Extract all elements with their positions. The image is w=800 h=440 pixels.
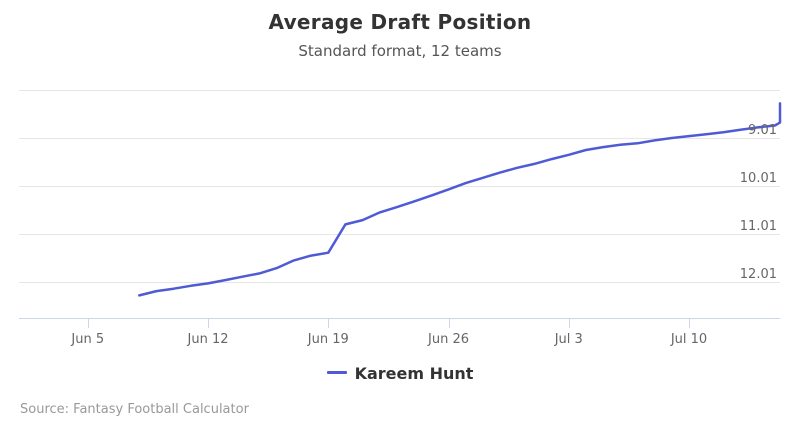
x-tick-label: Jul 3 (554, 332, 583, 347)
x-tick-label: Jun 5 (70, 332, 104, 347)
y-tick-label: 11.01 (740, 219, 777, 234)
chart-subtitle: Standard format, 12 teams (298, 42, 502, 60)
x-axis (19, 318, 780, 328)
x-tick-label: Jun 26 (427, 332, 469, 347)
x-tick-label: Jun 19 (307, 332, 349, 347)
y-tick-label: 12.01 (740, 267, 777, 282)
legend-label: Kareem Hunt (354, 364, 474, 383)
legend[interactable]: Kareem Hunt (0, 364, 800, 383)
y-tick-label: 10.01 (740, 171, 777, 186)
source-credit[interactable]: Source: Fantasy Football Calculator (20, 402, 249, 417)
y-tick-label: 9.01 (748, 123, 777, 138)
x-axis-labels: Jun 5 Jun 12 Jun 19 Jun 26 Jul 3 Jul 10 (70, 332, 707, 347)
x-tick-label: Jun 12 (187, 332, 229, 347)
series-layer (138, 102, 782, 297)
x-tick-label: Jul 10 (670, 332, 707, 347)
grid-lines (19, 90, 780, 283)
legend-swatch-icon (326, 371, 347, 374)
y-axis-labels: 9.01 10.01 11.01 12.01 (740, 123, 777, 282)
series-line[interactable] (138, 102, 782, 297)
chart-title: Average Draft Position (268, 10, 532, 34)
